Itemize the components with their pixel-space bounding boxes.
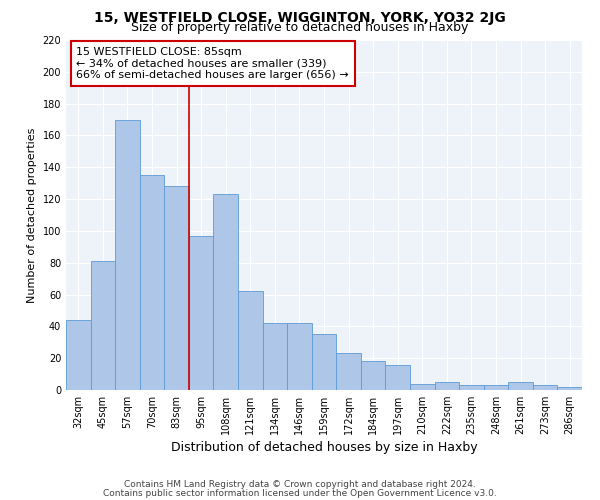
Bar (164, 186, 189, 390)
Bar (263, 323, 287, 390)
Bar (115, 120, 140, 390)
Bar (214, 194, 238, 390)
Bar (189, 236, 214, 390)
Bar (385, 364, 410, 390)
Text: 15 WESTFIELD CLOSE: 85sqm
← 34% of detached houses are smaller (339)
66% of semi: 15 WESTFIELD CLOSE: 85sqm ← 34% of detac… (76, 47, 349, 80)
Text: Contains HM Land Registry data © Crown copyright and database right 2024.: Contains HM Land Registry data © Crown c… (124, 480, 476, 489)
Text: Contains public sector information licensed under the Open Government Licence v3: Contains public sector information licen… (103, 488, 497, 498)
Bar (238, 292, 263, 390)
Bar (361, 362, 385, 390)
Bar (336, 354, 361, 390)
Text: Size of property relative to detached houses in Haxby: Size of property relative to detached ho… (131, 21, 469, 34)
Text: 15, WESTFIELD CLOSE, WIGGINTON, YORK, YO32 2JG: 15, WESTFIELD CLOSE, WIGGINTON, YORK, YO… (94, 11, 506, 25)
Bar (91, 261, 115, 390)
Bar (287, 323, 312, 390)
Bar (484, 385, 508, 390)
Y-axis label: Number of detached properties: Number of detached properties (27, 128, 37, 302)
Bar (508, 382, 533, 390)
X-axis label: Distribution of detached houses by size in Haxby: Distribution of detached houses by size … (170, 442, 478, 454)
Bar (434, 382, 459, 390)
Bar (140, 175, 164, 390)
Bar (312, 334, 336, 390)
Bar (557, 387, 582, 390)
Bar (66, 320, 91, 390)
Bar (410, 384, 434, 390)
Bar (533, 385, 557, 390)
Bar (459, 385, 484, 390)
